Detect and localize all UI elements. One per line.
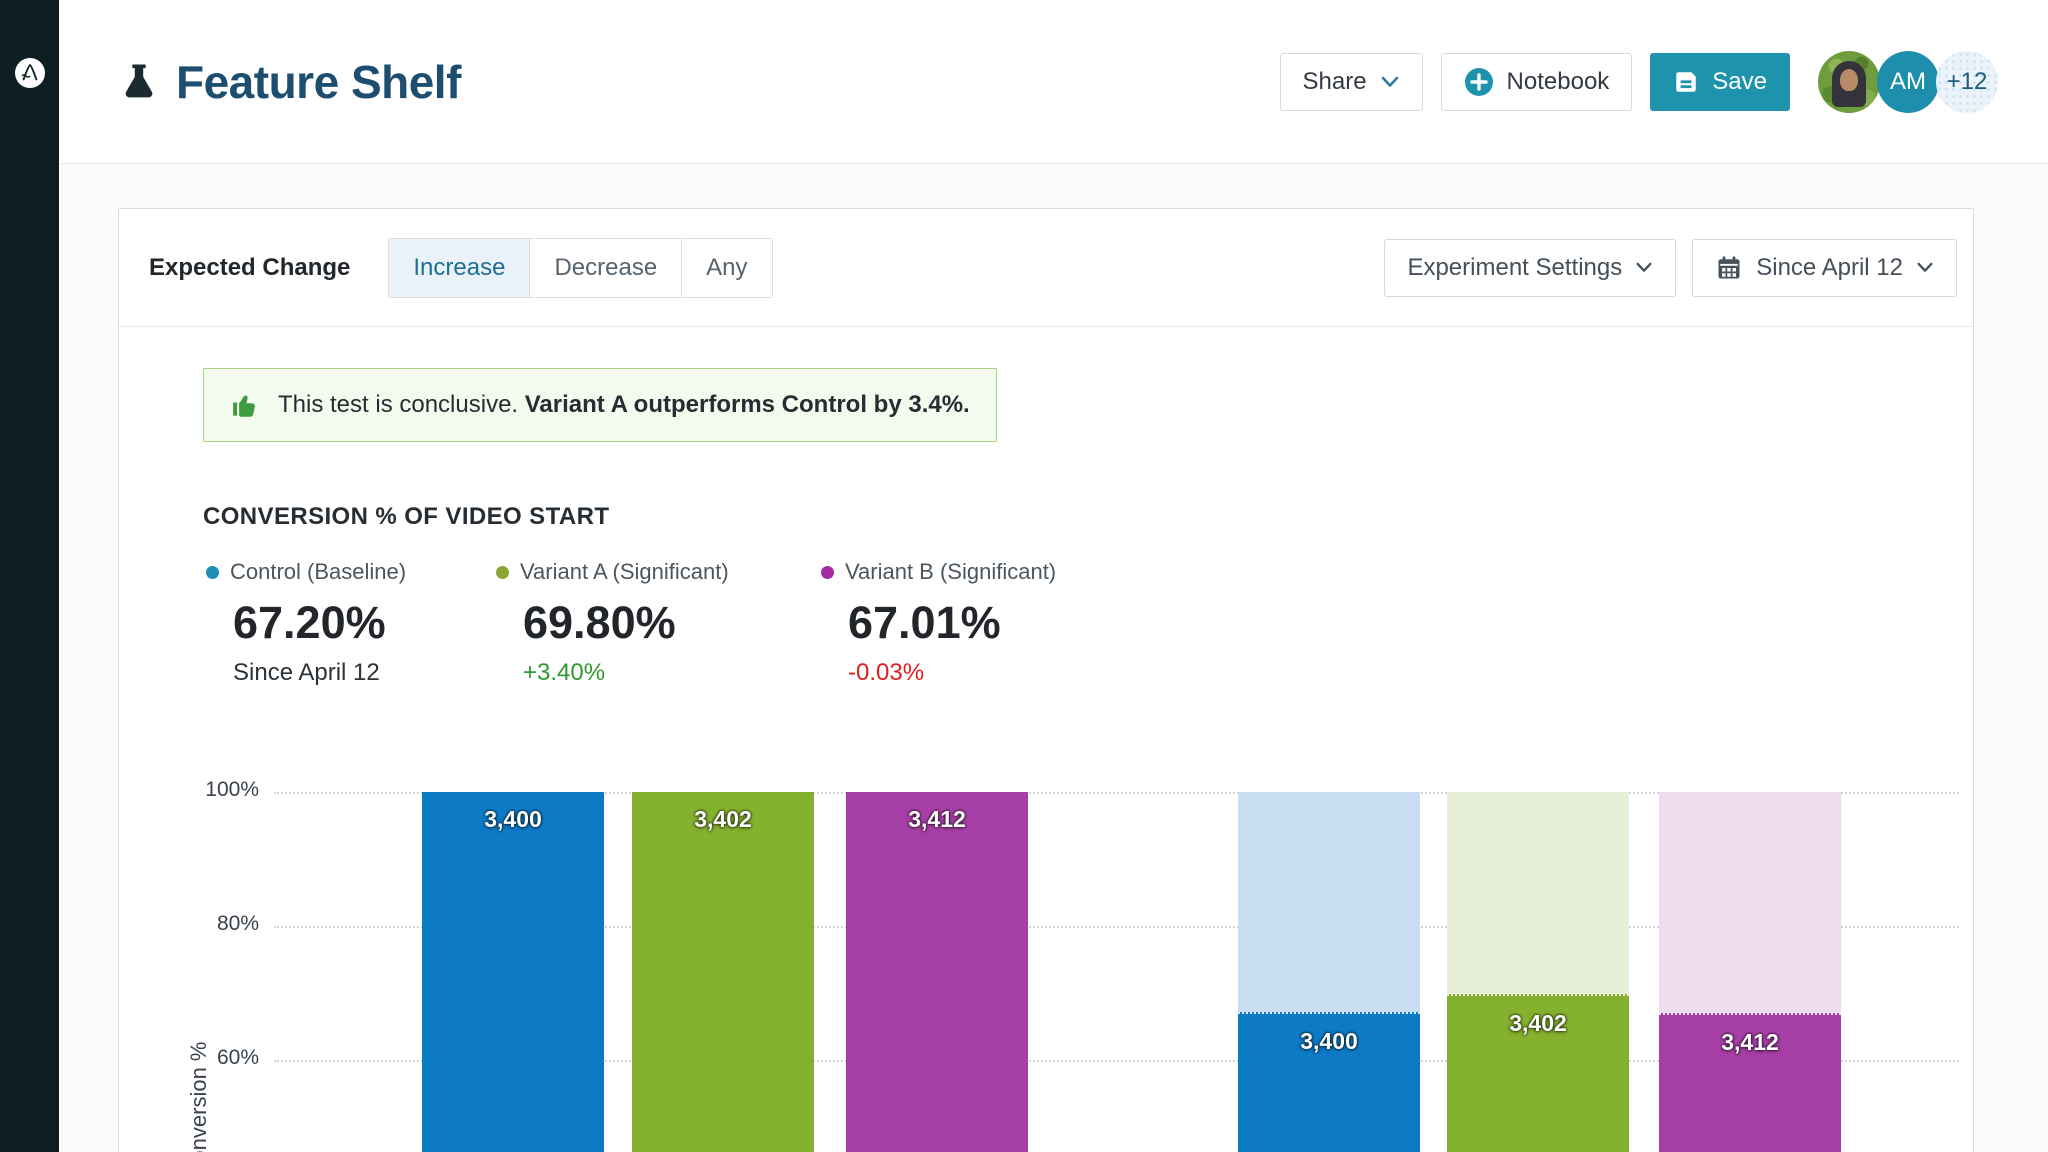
bar-segment-full: 3,412 xyxy=(846,792,1028,1152)
metrics-row: Control (Baseline) 67.20% Since April 12… xyxy=(206,559,1241,687)
avatar-photo[interactable] xyxy=(1818,50,1880,113)
bar-segment-full: 3,402 xyxy=(632,792,814,1152)
share-label: Share xyxy=(1302,67,1367,95)
page-title: Feature Shelf xyxy=(176,55,461,108)
expected-change-segmented-control: Increase Decrease Any xyxy=(388,237,773,298)
chevron-down-icon xyxy=(1916,261,1934,274)
header: Feature Shelf Share Notebook xyxy=(59,0,2048,164)
variant-a-legend-dot xyxy=(496,565,509,579)
metric-control: Control (Baseline) 67.20% Since April 12 xyxy=(206,559,496,687)
calendar-icon xyxy=(1715,254,1743,282)
bar-value-label: 3,402 xyxy=(694,806,752,832)
y-axis-label: Conversion % xyxy=(186,1041,211,1152)
bar-segment-remainder xyxy=(1447,792,1629,995)
y-tick-label: 80% xyxy=(216,912,259,935)
banner-text: This test is conclusive. Variant A outpe… xyxy=(278,391,970,419)
notebook-label: Notebook xyxy=(1506,67,1610,95)
filter-bar-right: Experiment Settings Since April xyxy=(1384,238,1957,297)
bar-segment-full: 3,400 xyxy=(422,792,604,1152)
experiment-card: Expected Change Increase Decrease Any Ex… xyxy=(118,208,1974,1152)
bar-segment-remainder xyxy=(1238,792,1420,1012)
gridline xyxy=(274,792,1959,794)
expected-change-label: Expected Change xyxy=(149,253,351,281)
conclusive-banner: This test is conclusive. Variant A outpe… xyxy=(203,368,997,442)
chart-title: CONVERSION % OF VIDEO START xyxy=(203,503,610,530)
avatar-overflow-count[interactable]: +12 xyxy=(1936,50,1998,113)
notebook-button[interactable]: Notebook xyxy=(1440,52,1633,111)
metric-value-control: 67.20% xyxy=(233,597,386,648)
date-range-label: Since April 12 xyxy=(1756,253,1903,281)
amplitude-a-glyph xyxy=(21,64,38,81)
y-tick-label: 60% xyxy=(216,1046,259,1069)
bar-video-start-control[interactable]: 3,400 xyxy=(422,792,604,1152)
bar-value-label: 3,412 xyxy=(908,806,966,832)
plus-circle-icon xyxy=(1464,67,1494,97)
filter-bar: Expected Change Increase Decrease Any Ex… xyxy=(119,209,1973,327)
date-range-button[interactable]: Since April 12 xyxy=(1692,238,1957,297)
bar-segment-converted: 3,400 xyxy=(1238,1011,1420,1152)
banner-text-prefix: This test is conclusive. xyxy=(278,391,525,418)
legend-label: Control (Baseline) xyxy=(230,559,407,584)
save-icon xyxy=(1673,69,1699,95)
bar-value-label: 3,400 xyxy=(484,806,542,832)
bar-conversion-control[interactable]: 3,400 xyxy=(1238,792,1420,1152)
bar-segment-remainder xyxy=(1659,792,1841,1014)
brand: Feature Shelf xyxy=(118,55,461,109)
gridline xyxy=(274,1060,1959,1062)
avatar-group: AM +12 xyxy=(1818,50,1998,113)
bar-value-label: 3,412 xyxy=(1721,1029,1779,1056)
bar-segment-converted: 3,412 xyxy=(1659,1013,1841,1152)
card-body: This test is conclusive. Variant A outpe… xyxy=(119,327,1973,1152)
bar-video-start-variant-a[interactable]: 3,402 xyxy=(632,792,814,1152)
legend-control: Control (Baseline) xyxy=(206,559,496,585)
bar-conversion-variant-b[interactable]: 3,412 xyxy=(1659,792,1841,1152)
variant-b-legend-dot xyxy=(821,565,834,579)
share-button[interactable]: Share xyxy=(1279,52,1423,111)
thumbs-up-icon xyxy=(230,390,260,420)
legend-variant-a: Variant A (Significant) xyxy=(496,559,821,585)
segment-increase[interactable]: Increase xyxy=(389,238,531,297)
app-sidebar xyxy=(0,0,59,1152)
plot-area: 100% 80% 60% 3,400 3,402 3,412 3,400 3,402 3,412 xyxy=(205,778,1959,1152)
metric-sub-variant-b: -0.03% xyxy=(848,659,925,686)
y-tick-label: 100% xyxy=(205,778,259,801)
bar-video-start-variant-b[interactable]: 3,412 xyxy=(846,792,1028,1152)
experiment-settings-button[interactable]: Experiment Settings xyxy=(1384,238,1677,297)
header-actions: Share Notebook Save xyxy=(1279,50,1998,113)
metric-sub-variant-a: +3.40% xyxy=(523,659,606,686)
metric-value-variant-b: 67.01% xyxy=(848,597,1001,648)
metric-value-variant-a: 69.80% xyxy=(523,597,676,648)
chevron-down-icon xyxy=(1380,75,1400,89)
save-label: Save xyxy=(1712,67,1767,95)
metric-sub-control: Since April 12 xyxy=(233,659,380,686)
experiment-settings-label: Experiment Settings xyxy=(1407,253,1623,281)
avatar-initials[interactable]: AM xyxy=(1877,50,1939,113)
legend-label: Variant A (Significant) xyxy=(520,559,729,584)
legend-label: Variant B (Significant) xyxy=(845,559,1057,584)
flask-icon xyxy=(118,61,160,103)
banner-text-bold: Variant A outperforms Control by 3.4%. xyxy=(524,391,970,418)
chevron-down-icon xyxy=(1635,261,1653,274)
gridline xyxy=(274,926,1959,928)
segment-decrease[interactable]: Decrease xyxy=(530,238,683,297)
bar-conversion-variant-a[interactable]: 3,402 xyxy=(1447,792,1629,1152)
metric-variant-a: Variant A (Significant) 69.80% +3.40% xyxy=(496,559,821,687)
bar-value-label: 3,400 xyxy=(1300,1027,1358,1054)
metric-variant-b: Variant B (Significant) 67.01% -0.03% xyxy=(821,559,1241,687)
bar-value-label: 3,402 xyxy=(1509,1010,1567,1037)
legend-variant-b: Variant B (Significant) xyxy=(821,559,1241,585)
control-legend-dot xyxy=(206,565,219,579)
bar-segment-converted: 3,402 xyxy=(1447,994,1629,1152)
amplitude-logo-icon[interactable] xyxy=(15,58,45,88)
save-button[interactable]: Save xyxy=(1650,52,1790,111)
segment-any[interactable]: Any xyxy=(682,238,772,297)
